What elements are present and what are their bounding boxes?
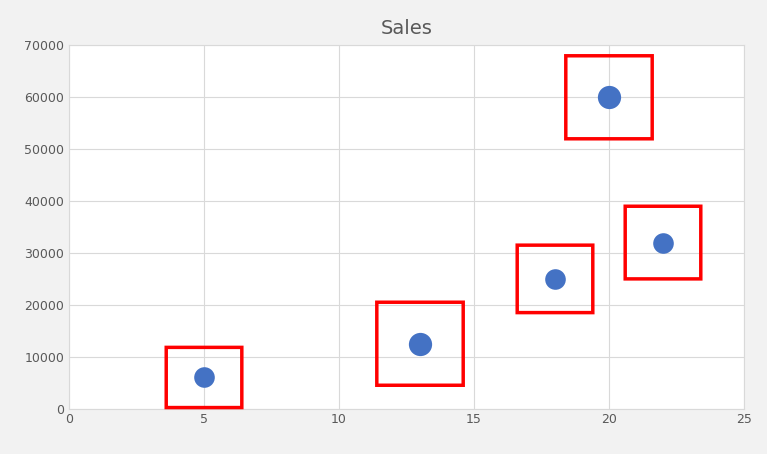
Point (198, 374, 210, 381)
Title: Sales: Sales (380, 19, 433, 38)
Point (549, 275, 561, 282)
Point (657, 239, 669, 246)
Point (603, 94, 615, 101)
Point (414, 340, 426, 347)
